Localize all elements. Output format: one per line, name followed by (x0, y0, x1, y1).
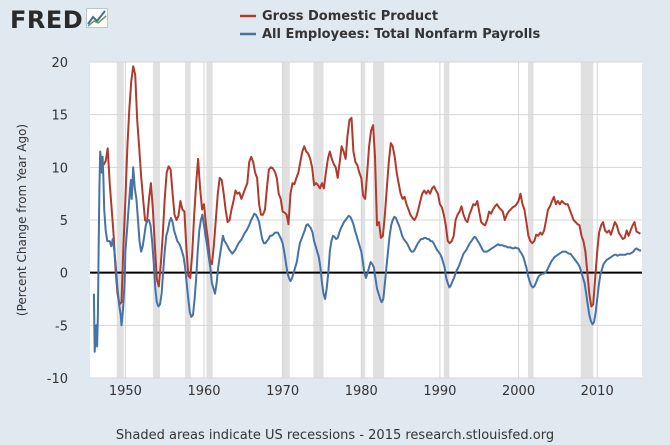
y-tick-label: 15 (51, 109, 68, 124)
y-tick-label: 20 (51, 56, 68, 71)
x-tick-label: 2010 (581, 384, 614, 399)
y-tick-label: -5 (55, 319, 68, 334)
x-tick-label: 1950 (109, 384, 142, 399)
x-tick-label: 1960 (187, 384, 220, 399)
legend-label-2: All Employees: Total Nonfarm Payrolls (262, 27, 540, 42)
y-tick-label: 0 (60, 267, 68, 282)
series-line-1 (102, 65, 641, 308)
y-axis-title: (Percent Change from Year Ago) (15, 124, 29, 316)
chart-line-icon (86, 8, 109, 32)
x-tick-label: 1980 (345, 384, 378, 399)
x-tick-label: 1970 (266, 384, 299, 399)
legend: Gross Domestic Product All Employees: Tot… (240, 9, 540, 42)
series-lines (92, 65, 642, 353)
y-tick-label: 10 (51, 161, 68, 176)
legend-label-1: Gross Domestic Product (262, 9, 438, 24)
y-tick-label: -10 (47, 372, 68, 387)
y-tick-label: 5 (60, 214, 68, 229)
fred-logo: FRED (10, 6, 109, 34)
footer-note: Shaded areas indicate US recessions - 20… (115, 428, 555, 443)
x-tick-label: 1990 (423, 384, 456, 399)
series-line-2 (92, 150, 642, 353)
axes: -10 -5 0 5 10 15 20 1950 1960 1970 1980 1990 2000 201… (47, 56, 614, 399)
brand-name: FRED (10, 6, 84, 34)
x-tick-label: 2000 (502, 384, 535, 399)
